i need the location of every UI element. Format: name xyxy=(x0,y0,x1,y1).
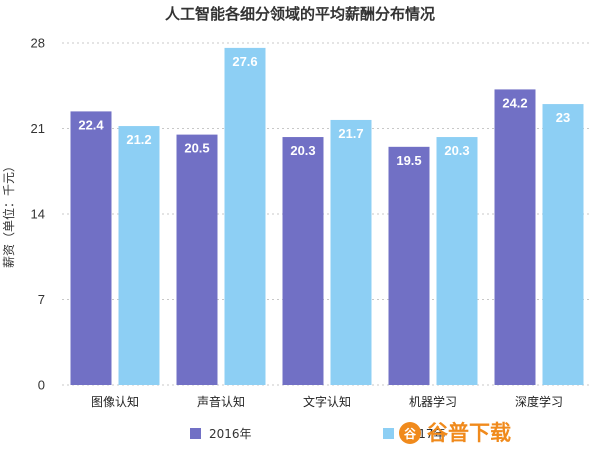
chart-title: 人工智能各细分领域的平均薪酬分布情况 xyxy=(165,5,435,23)
bar xyxy=(176,134,218,385)
bar xyxy=(70,111,112,386)
legend-swatch xyxy=(190,428,201,439)
x-tick-label: 声音认知 xyxy=(197,394,245,409)
y-tick-label: 21 xyxy=(31,121,45,136)
bar xyxy=(542,104,584,386)
bar xyxy=(118,126,160,386)
ticks-layer: 0 7 14 21 28 图像认知 声音认知 文字认知 机器学习 深度学习 xyxy=(31,36,563,410)
data-label: 21.7 xyxy=(338,126,363,141)
data-label: 20.5 xyxy=(184,141,209,156)
data-label: 19.5 xyxy=(396,153,421,168)
bar xyxy=(224,47,266,386)
data-label: 27.6 xyxy=(232,54,257,69)
watermark-logo-glyph: 谷 xyxy=(404,426,417,441)
data-label: 23 xyxy=(556,110,570,125)
data-label: 24.2 xyxy=(502,95,527,110)
x-tick-label: 图像认知 xyxy=(91,395,139,409)
x-tick-label: 机器学习 xyxy=(409,394,457,409)
data-label: 21.2 xyxy=(126,132,151,147)
y-tick-label: 28 xyxy=(31,36,45,51)
y-tick-label: 7 xyxy=(38,292,45,307)
data-label: 20.3 xyxy=(444,143,469,158)
y-tick-label: 0 xyxy=(38,378,45,393)
watermark-logo-icon xyxy=(399,422,421,444)
bar xyxy=(494,89,536,386)
data-labels-layer: 22.4 21.2 20.5 27.6 20.3 21.7 19.5 20.3 24.2 23 xyxy=(78,54,570,168)
bar xyxy=(330,119,372,385)
y-tick-label: 14 xyxy=(31,207,45,222)
data-label: 20.3 xyxy=(290,143,315,158)
watermark: 谷 谷普下载 xyxy=(399,421,511,445)
bars-layer xyxy=(70,47,584,386)
data-label: 22.4 xyxy=(78,117,104,132)
y-axis-label: 薪资（单位：千元） xyxy=(1,160,16,268)
watermark-text: 谷普下载 xyxy=(427,421,511,445)
bar xyxy=(388,146,430,385)
bar xyxy=(282,137,324,385)
legend-swatch xyxy=(383,428,394,439)
x-tick-label: 深度学习 xyxy=(515,394,563,409)
legend-label: 2016年 xyxy=(209,427,252,441)
x-tick-label: 文字认知 xyxy=(303,394,351,409)
bar xyxy=(436,137,478,385)
